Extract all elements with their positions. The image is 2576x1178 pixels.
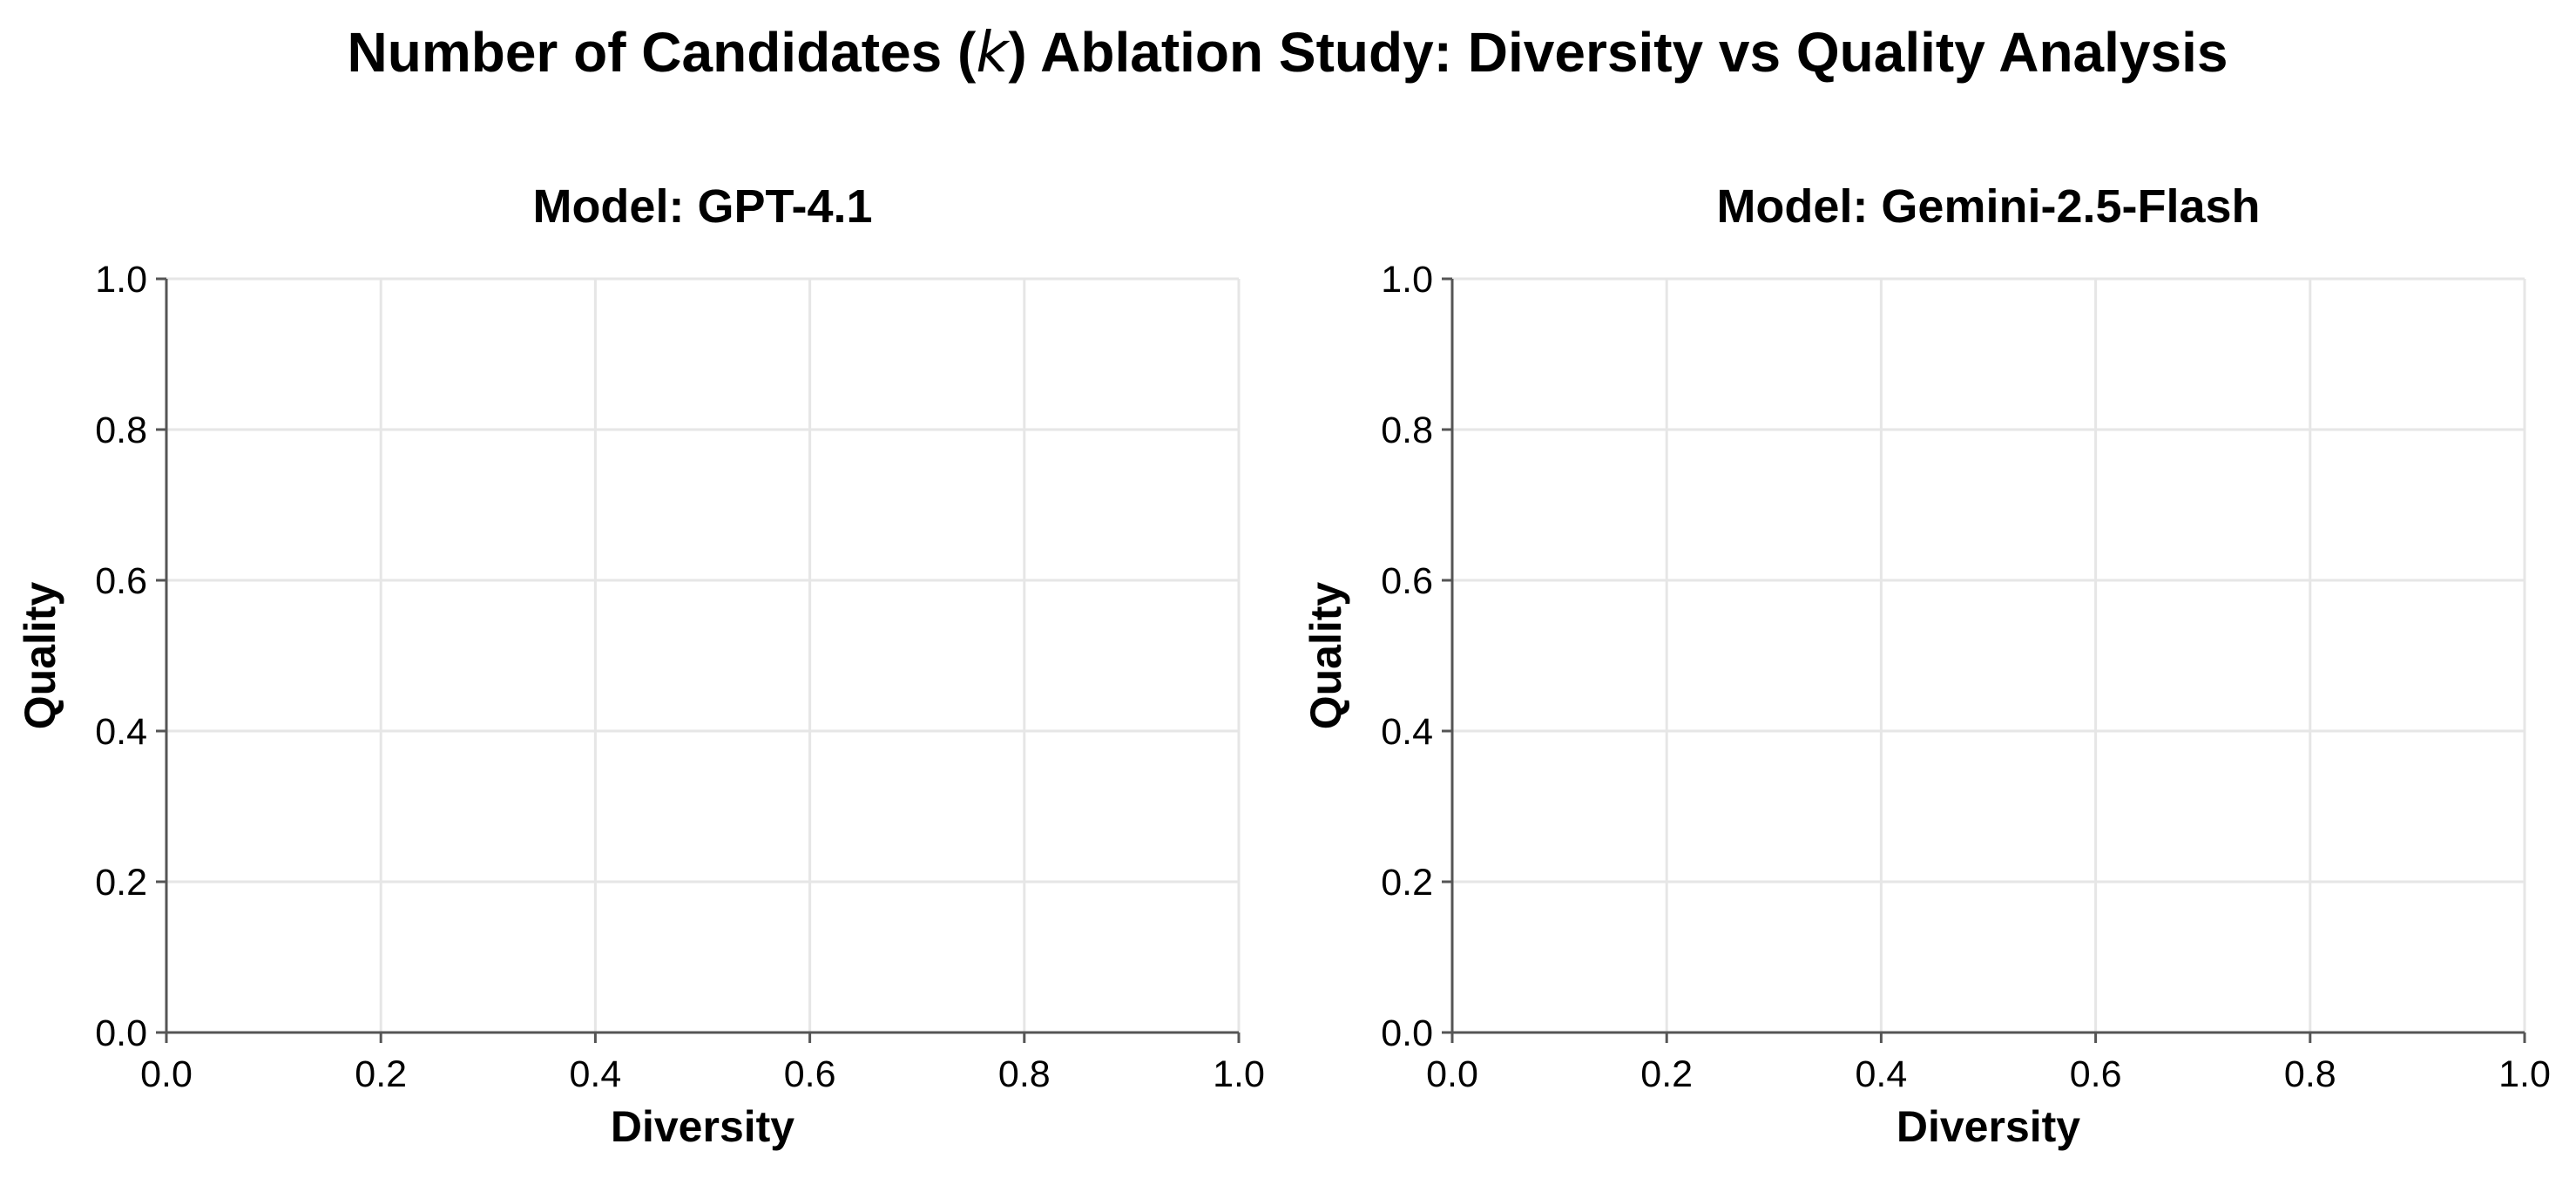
x-tick-label: 0.8 — [998, 1053, 1051, 1095]
figure-title: Number of Candidates (k) Ablation Study:… — [348, 21, 2228, 85]
x-tick-label: 0.6 — [2070, 1053, 2122, 1095]
y-tick-label: 0.4 — [95, 711, 147, 753]
chart-panel-gemini: 0.0 0.2 0.4 0.6 0.8 1.0 0.0 0.2 0.4 0.6 0.8 1.0 Mode… — [1302, 180, 2551, 1151]
x-tick-label: 0.0 — [140, 1053, 193, 1095]
chart-panel-gpt: 0.0 0.2 0.4 0.6 0.8 1.0 0.0 0.2 0.4 0.6 0.8 1.0 Mode… — [16, 180, 1265, 1151]
figure-title-k: k — [976, 21, 1011, 85]
x-tick-label: 0.6 — [784, 1053, 836, 1095]
y-tick-label: 1.0 — [1381, 259, 1433, 301]
y-tick-label: 0.2 — [1381, 862, 1433, 904]
x-tick-label: 0.2 — [355, 1053, 407, 1095]
figure-title-suffix: ) Ablation Study: Diversity vs Quality A… — [1008, 21, 2228, 84]
panel-title: Model: GPT-4.1 — [532, 180, 872, 233]
y-tick-label: 0.0 — [1381, 1012, 1433, 1054]
y-tick-label: 0.4 — [1381, 711, 1433, 753]
x-tick-label: 0.2 — [1640, 1053, 1693, 1095]
y-tick-label: 0.8 — [95, 410, 147, 451]
x-tick-label: 0.4 — [570, 1053, 622, 1095]
x-tick-label: 0.0 — [1426, 1053, 1478, 1095]
y-tick-label: 0.2 — [95, 862, 147, 904]
y-tick-label: 0.6 — [95, 560, 147, 602]
y-tick-label: 1.0 — [95, 259, 147, 301]
x-tick-label: 0.8 — [2284, 1053, 2336, 1095]
y-axis-label: Quality — [16, 582, 64, 730]
x-tick-label: 1.0 — [2498, 1053, 2551, 1095]
x-axis-label: Diversity — [611, 1102, 794, 1151]
y-tick-label: 0.0 — [95, 1012, 147, 1054]
y-axis-label: Quality — [1302, 582, 1350, 730]
panel-title: Model: Gemini-2.5-Flash — [1716, 180, 2260, 233]
figure-title-prefix: Number of Candidates ( — [348, 21, 977, 84]
x-tick-label: 1.0 — [1213, 1053, 1265, 1095]
x-tick-label: 0.4 — [1856, 1053, 1908, 1095]
x-axis-label: Diversity — [1897, 1102, 2080, 1151]
y-tick-label: 0.8 — [1381, 410, 1433, 451]
y-tick-label: 0.6 — [1381, 560, 1433, 602]
